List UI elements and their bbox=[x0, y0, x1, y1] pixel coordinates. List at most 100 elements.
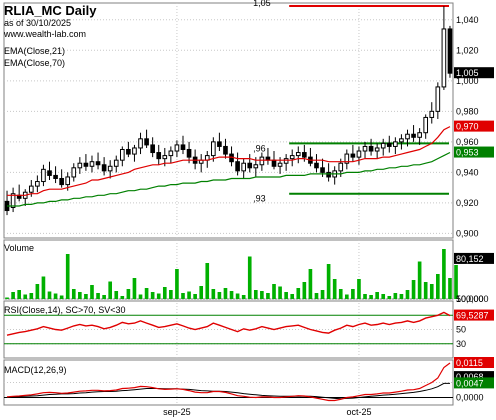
volume-bar bbox=[229, 291, 234, 299]
value-badge-box bbox=[454, 309, 494, 321]
candle-body bbox=[411, 133, 416, 138]
volume-bar bbox=[387, 296, 392, 299]
value-badge-box bbox=[454, 377, 494, 389]
volume-bar bbox=[47, 291, 52, 299]
volume-legend: Volume bbox=[4, 243, 34, 253]
chart-title: RLIA_MC Daily bbox=[4, 3, 97, 18]
candle-body bbox=[126, 148, 131, 155]
value-badge-label: 0,0047 bbox=[456, 378, 484, 388]
candle-body bbox=[89, 161, 95, 167]
volume-bar bbox=[423, 282, 428, 299]
macd-legend: MACD(12,26,9) bbox=[4, 365, 67, 375]
candle-body bbox=[83, 162, 89, 167]
value-badge-box bbox=[454, 252, 494, 264]
ema-lines bbox=[7, 126, 451, 207]
volume-bar bbox=[399, 294, 404, 299]
candle-body bbox=[162, 155, 168, 160]
candle-body bbox=[314, 162, 319, 169]
rsi-legend: RSI(Close,14), SC>70, SV<30 bbox=[4, 305, 126, 315]
candle-body bbox=[235, 161, 240, 172]
price-level-label: 1,05 bbox=[253, 0, 271, 8]
candle-body bbox=[399, 138, 404, 143]
value-badge-box bbox=[454, 67, 494, 79]
volume-bar bbox=[338, 289, 343, 299]
volume-bar bbox=[344, 294, 349, 299]
volume-bar bbox=[314, 293, 319, 299]
candle-body bbox=[368, 145, 374, 152]
candle-body bbox=[174, 144, 180, 152]
candle-body bbox=[41, 168, 46, 183]
value-badge-box bbox=[454, 357, 494, 368]
candle-body bbox=[168, 150, 174, 157]
candle-body bbox=[271, 159, 277, 167]
candle-body bbox=[138, 138, 143, 149]
volume-bar bbox=[138, 294, 143, 299]
value-badge-box bbox=[454, 371, 494, 383]
candle-body bbox=[47, 170, 52, 176]
y-tick-label: 0,940 bbox=[456, 167, 479, 177]
volume-bar bbox=[211, 289, 216, 299]
candle-body bbox=[386, 142, 392, 147]
volume-bar bbox=[193, 294, 197, 299]
volume-bar bbox=[363, 294, 367, 299]
candle-body bbox=[435, 86, 441, 112]
candle-body bbox=[374, 147, 380, 152]
candle-body bbox=[447, 28, 453, 74]
volume-bar bbox=[436, 274, 440, 299]
candle-body bbox=[320, 167, 325, 173]
site-link[interactable]: www.wealth-lab.com bbox=[3, 29, 86, 39]
volume-bar bbox=[156, 293, 161, 299]
volume-bar bbox=[320, 290, 325, 299]
volume-bar bbox=[71, 289, 76, 299]
volume-bar bbox=[78, 292, 82, 299]
candle-body bbox=[119, 148, 125, 161]
value-badge-label: 1,005 bbox=[456, 68, 479, 78]
candle-body bbox=[113, 159, 119, 167]
volume-bar bbox=[150, 292, 155, 299]
ema70-line bbox=[7, 151, 451, 207]
volume-bar bbox=[284, 292, 288, 299]
candle-body bbox=[241, 162, 246, 172]
volume-bar bbox=[23, 294, 28, 299]
y-tick-label: 50,000 bbox=[456, 294, 484, 304]
volume-bar bbox=[253, 290, 258, 299]
volume-bar bbox=[41, 276, 46, 299]
y-tick-label: 0,960 bbox=[456, 137, 479, 147]
candle-body bbox=[283, 158, 289, 164]
y-tick-label: 0,920 bbox=[456, 198, 479, 208]
volume-bar bbox=[417, 261, 422, 299]
candle-body bbox=[423, 116, 429, 134]
volume-bar bbox=[5, 297, 9, 299]
volume-bar bbox=[53, 293, 58, 299]
value-badge-label: 0,970 bbox=[456, 122, 479, 132]
candle-body bbox=[10, 193, 16, 208]
volume-bar bbox=[442, 249, 446, 299]
ema21-legend: EMA(Close,21) bbox=[4, 46, 65, 56]
volume-bar bbox=[296, 288, 301, 299]
y-tick-label: 30 bbox=[456, 339, 466, 349]
volume-bar bbox=[247, 256, 252, 299]
volume-bar bbox=[351, 289, 355, 299]
volume-bar bbox=[205, 263, 210, 299]
volume-bar bbox=[308, 269, 313, 299]
volume-bar bbox=[120, 296, 125, 299]
volume-bar bbox=[326, 264, 331, 299]
volume-bar bbox=[369, 295, 373, 299]
volume-bar bbox=[405, 290, 410, 299]
value-badge-box bbox=[454, 120, 494, 132]
as-of-date: as of 30/10/2025 bbox=[4, 18, 71, 28]
volume-bar bbox=[260, 291, 264, 299]
volume-bar bbox=[448, 278, 452, 299]
value-badge-label: 69,5287 bbox=[456, 311, 489, 321]
gridlines bbox=[4, 3, 453, 405]
macd-lines bbox=[4, 362, 453, 402]
volume-bar bbox=[199, 286, 204, 299]
volume-bar bbox=[96, 293, 100, 299]
value-badge-label: 0,0115 bbox=[456, 358, 483, 368]
candle-body bbox=[405, 133, 410, 140]
candle-body bbox=[211, 141, 216, 157]
candle-body bbox=[132, 147, 137, 155]
volume-bar bbox=[223, 288, 228, 299]
volume-bar bbox=[272, 284, 276, 299]
volume-bar bbox=[381, 294, 386, 299]
